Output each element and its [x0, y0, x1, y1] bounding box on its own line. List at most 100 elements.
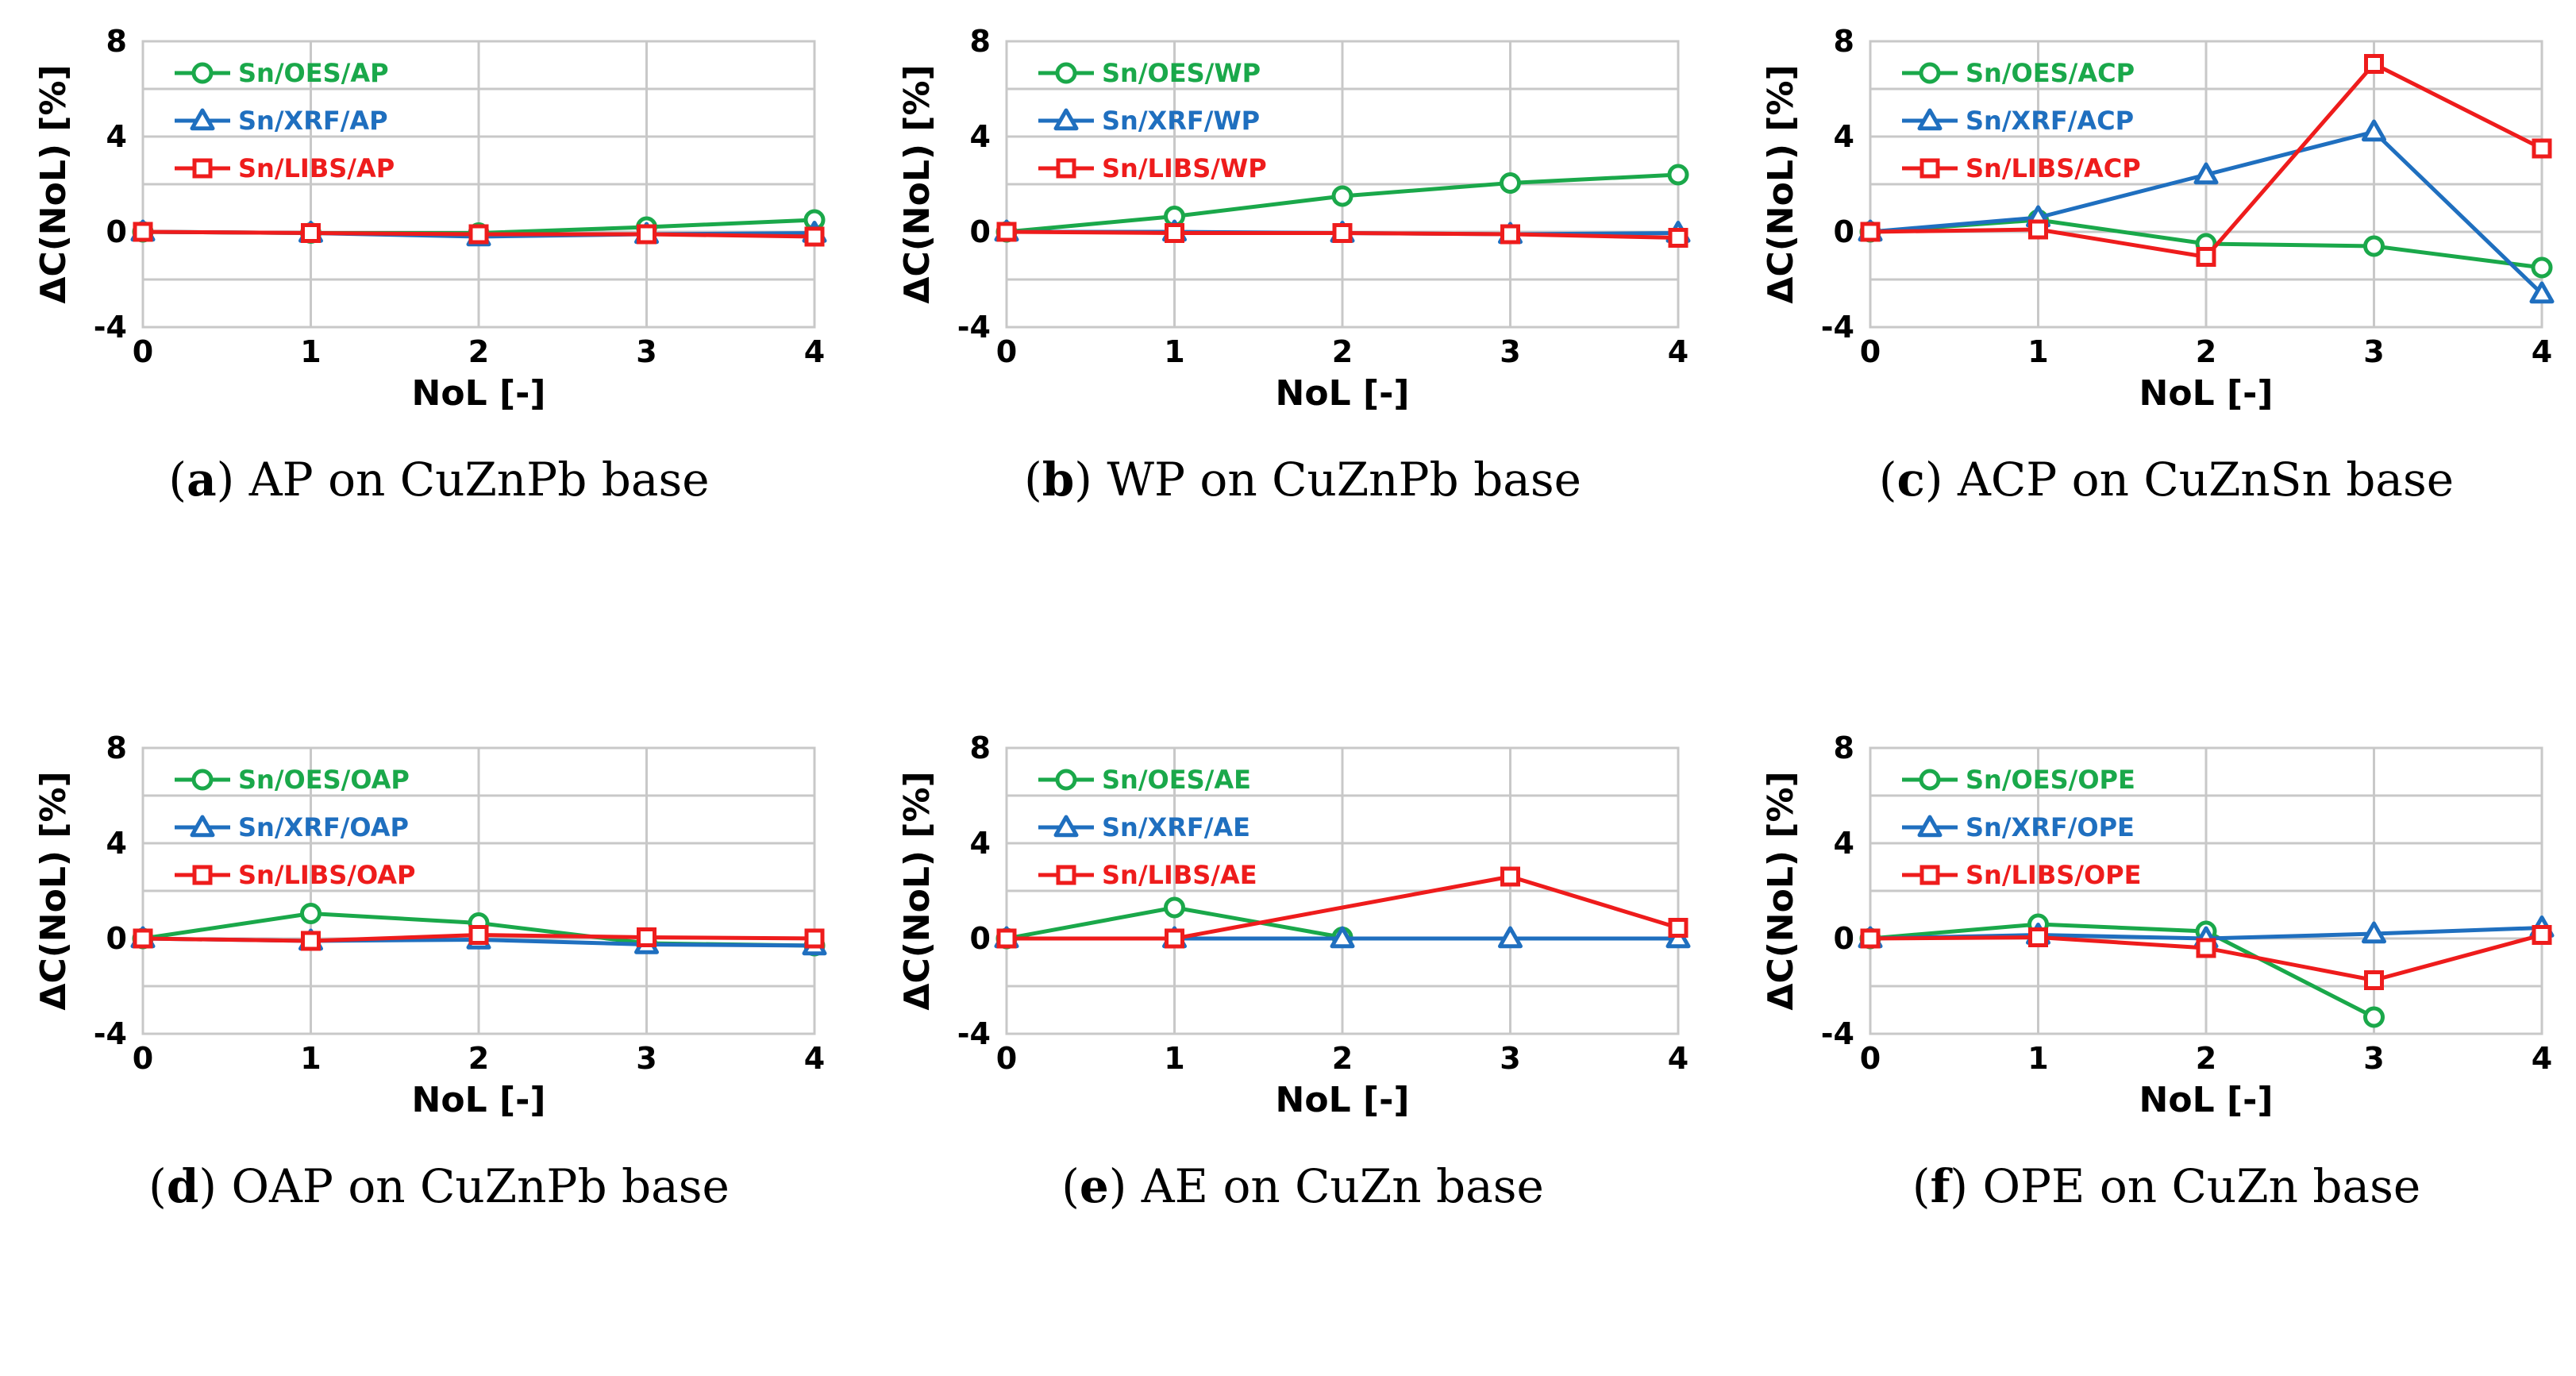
legend-label: Sn/XRF/AP	[238, 106, 388, 136]
y-tick-label: 4	[106, 826, 127, 861]
legend-marker	[1919, 769, 1941, 791]
panel-caption: (a) AP on CuZnPb base	[168, 453, 709, 507]
x-tick-label: 3	[2363, 1041, 2384, 1076]
legend-marker	[191, 769, 214, 791]
y-tick-label: -4	[1821, 310, 1854, 345]
plot-area	[1005, 746, 1680, 1035]
data-point	[2363, 235, 2385, 257]
y-tick-label: 8	[1834, 730, 1854, 765]
legend-label: Sn/OES/OPE	[1966, 765, 2135, 795]
data-point	[1500, 172, 1521, 194]
legend-label: Sn/XRF/ACP	[1966, 106, 2134, 136]
y-tick-label: 0	[970, 214, 991, 249]
legend-label: Sn/LIBS/AP	[238, 153, 395, 183]
y-tick-label: 8	[970, 730, 991, 765]
legend-marker	[1055, 769, 1077, 791]
legend-marker	[191, 62, 214, 84]
plot-area	[1869, 40, 2543, 329]
x-axis-title: NoL [-]	[412, 373, 546, 414]
legend-marker	[192, 865, 213, 885]
data-point	[1668, 918, 1688, 938]
y-tick-label: 0	[106, 921, 127, 956]
data-point	[1332, 223, 1353, 243]
data-point	[301, 223, 321, 243]
x-tick-label: 3	[1500, 334, 1520, 369]
y-tick-label: -4	[957, 1016, 991, 1051]
data-point	[2196, 247, 2216, 267]
data-point	[1860, 928, 1881, 949]
legend-label: Sn/OES/ACP	[1966, 58, 2135, 88]
legend-marker	[1055, 62, 1077, 84]
data-point	[637, 224, 657, 245]
data-point	[2362, 119, 2386, 142]
x-tick-label: 1	[2027, 1041, 2048, 1076]
x-tick-label: 0	[1860, 334, 1881, 369]
data-point	[133, 928, 153, 949]
panel-caption: (e) AE on CuZn base	[1061, 1159, 1544, 1213]
data-point	[1164, 896, 1185, 919]
legend-label: Sn/LIBS/WP	[1102, 153, 1267, 183]
y-tick-label: -4	[957, 310, 991, 345]
data-point	[2193, 162, 2219, 185]
data-point	[2028, 219, 2048, 240]
data-point	[637, 927, 657, 947]
legend-label: Sn/XRF/OPE	[1966, 812, 2135, 842]
x-axis-title: NoL [-]	[1276, 373, 1410, 414]
x-tick-label: 3	[636, 1041, 657, 1076]
x-tick-label: 4	[2532, 334, 2552, 369]
x-tick-label: 2	[468, 1041, 489, 1076]
y-tick-label: -4	[1821, 1016, 1854, 1051]
legend-label: Sn/XRF/OAP	[238, 812, 409, 842]
data-point	[2529, 281, 2555, 304]
x-tick-label: 0	[1860, 1041, 1881, 1076]
x-tick-label: 2	[1332, 1041, 1353, 1076]
x-axis-title: NoL [-]	[412, 1080, 546, 1120]
x-tick-label: 4	[804, 334, 825, 369]
y-axis-title: ΔC(NoL) [%]	[33, 771, 74, 1010]
y-tick-label: 4	[106, 119, 127, 154]
legend-marker	[1056, 865, 1076, 885]
legend-label: Sn/OES/OAP	[238, 765, 410, 795]
x-tick-label: 0	[996, 334, 1017, 369]
legend-marker	[1917, 108, 1943, 131]
x-tick-label: 2	[1332, 334, 1353, 369]
x-tick-label: 3	[1500, 1041, 1520, 1076]
data-point	[468, 224, 489, 245]
legend-marker	[1056, 158, 1076, 179]
x-tick-label: 2	[468, 334, 489, 369]
y-axis-title: ΔC(NoL) [%]	[33, 64, 74, 303]
y-tick-label: 4	[970, 826, 991, 861]
data-point	[2362, 921, 2386, 944]
y-tick-label: 8	[106, 730, 127, 765]
y-tick-label: 0	[1834, 921, 1854, 956]
x-tick-label: 1	[1164, 334, 1184, 369]
data-point	[1667, 164, 1689, 186]
x-tick-label: 1	[300, 334, 321, 369]
x-axis-title: NoL [-]	[1276, 1080, 1410, 1120]
data-point	[1860, 222, 1881, 242]
data-point	[996, 928, 1017, 949]
y-tick-label: -4	[94, 1016, 127, 1051]
legend-marker	[1919, 158, 1940, 179]
x-tick-label: 1	[300, 1041, 321, 1076]
data-point	[2364, 54, 2384, 74]
data-point	[2028, 927, 2048, 947]
data-point	[2364, 970, 2384, 990]
legend-label: Sn/XRF/WP	[1102, 106, 1260, 136]
data-point	[1331, 185, 1353, 207]
x-tick-label: 1	[1164, 1041, 1184, 1076]
panel-caption: (d) OAP on CuZnPb base	[148, 1159, 730, 1213]
data-point	[996, 222, 1017, 242]
legend-marker	[1053, 815, 1079, 838]
data-point	[1165, 223, 1184, 243]
x-tick-label: 3	[2363, 334, 2384, 369]
data-point	[2532, 925, 2552, 945]
data-point	[468, 925, 489, 945]
legend-marker	[1919, 865, 1940, 885]
panel-caption: (c) ACP on CuZnSn base	[1879, 453, 2454, 507]
y-axis-title: ΔC(NoL) [%]	[1761, 771, 1801, 1010]
